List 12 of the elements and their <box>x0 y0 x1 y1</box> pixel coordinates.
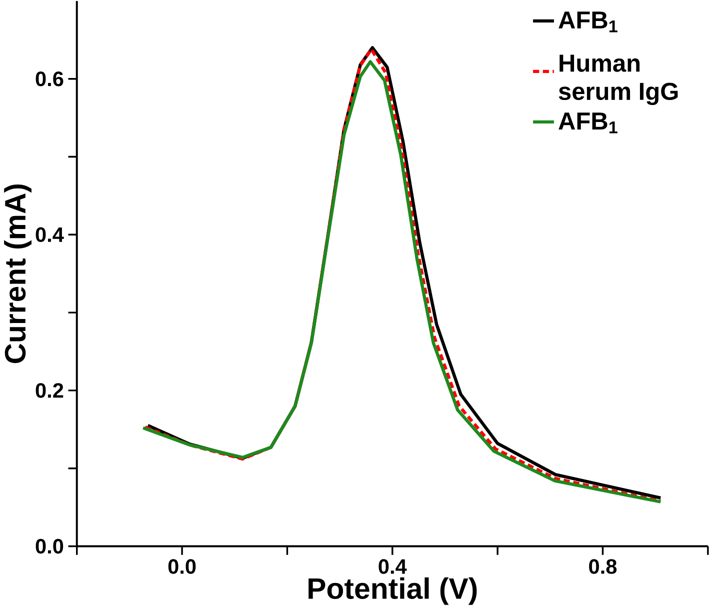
y-tick-label: 0.6 <box>36 72 64 86</box>
legend-label: Human serum IgG <box>558 54 678 106</box>
y-tick-label: 0.4 <box>36 227 64 242</box>
legend-label: AFB$_{1}$ <box>558 112 618 134</box>
x-tick-label: 0.0 <box>168 559 196 574</box>
legend-label: AFB$_{1}$ <box>558 12 618 32</box>
y-tick-label: 0.2 <box>36 383 64 398</box>
y-tick-label: 0.0 <box>36 538 64 554</box>
x-tick-label: 0.4 <box>378 559 407 574</box>
x-axis-title: Potential (V) <box>308 577 477 605</box>
y-axis-title: Current (mA) <box>4 184 32 364</box>
x-tick-label: 0.8 <box>589 559 617 574</box>
